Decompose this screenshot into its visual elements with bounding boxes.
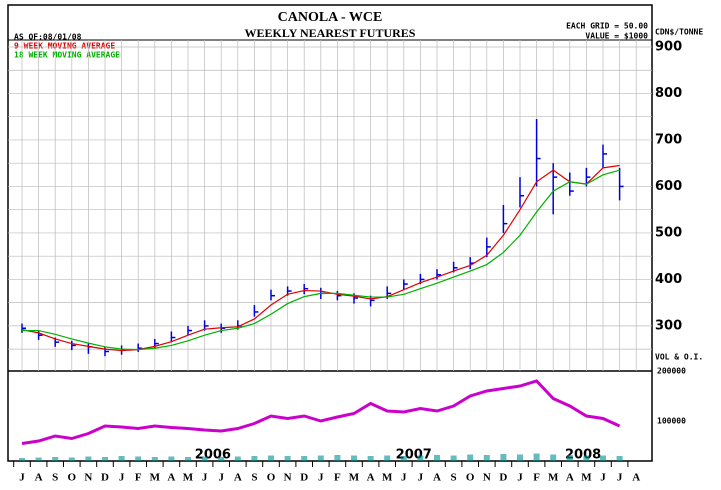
- volume-bar: [118, 456, 125, 461]
- volume-bar: [185, 457, 191, 461]
- x-tick-label: M: [548, 472, 559, 484]
- x-tick-label: O: [466, 472, 475, 484]
- volume-bar: [500, 454, 507, 461]
- y2-tick-label: 200000: [657, 367, 686, 376]
- x-tick-label: J: [119, 472, 125, 484]
- volume-bar: [367, 456, 374, 461]
- volume-bar: [467, 454, 474, 461]
- x-tick-label: M: [581, 472, 592, 484]
- x-tick-label: A: [433, 472, 441, 484]
- volume-bar: [168, 456, 175, 461]
- x-tick-label: N: [483, 472, 491, 484]
- y-tick-label: 300: [655, 318, 682, 333]
- x-tick-label: F: [135, 472, 142, 484]
- volume-bar: [600, 455, 606, 461]
- as-of: AS OF:08/01/08: [14, 33, 82, 42]
- moving-average-line: [21, 164, 620, 352]
- x-tick-label: A: [167, 472, 175, 484]
- x-tick-label: S: [251, 472, 257, 484]
- volume-bar: [351, 455, 357, 461]
- x-tick-label: J: [600, 472, 606, 484]
- moving-average-line: [22, 169, 620, 351]
- x-tick-label: A: [632, 472, 640, 484]
- x-tick-label: F: [334, 472, 341, 484]
- legend-entry: 9 WEEK MOVING AVERAGE: [14, 42, 115, 51]
- x-tick-label: J: [202, 472, 208, 484]
- volume-bar: [483, 455, 490, 461]
- volume-bar: [151, 457, 158, 461]
- x-tick-label: M: [183, 472, 194, 484]
- volume-bar: [384, 455, 391, 461]
- x-tick-label: M: [382, 472, 393, 484]
- x-tick-label: D: [499, 472, 507, 484]
- y-tick-label: 700: [655, 132, 682, 147]
- x-tick-label: J: [401, 472, 407, 484]
- year-label: 2006: [195, 448, 231, 463]
- volume-bar: [19, 458, 25, 461]
- volume-bar: [334, 455, 341, 461]
- volume-bar: [583, 455, 590, 461]
- volume-bar: [218, 457, 225, 461]
- x-tick-label: A: [367, 472, 375, 484]
- volume-bar: [301, 456, 308, 461]
- chart-subtitle: WEEKLY NEAREST FUTURES: [245, 26, 416, 40]
- volume-bar: [417, 455, 424, 461]
- x-tick-label: M: [150, 472, 161, 484]
- x-tick-label: A: [234, 472, 242, 484]
- x-tick-label: S: [451, 472, 457, 484]
- x-tick-label: N: [84, 472, 92, 484]
- x-tick-label: J: [218, 472, 224, 484]
- grid-note: EACH GRID = 50.00: [566, 22, 648, 31]
- x-tick-label: N: [284, 472, 292, 484]
- volume-bar: [616, 456, 623, 461]
- value-note: VALUE = $1000: [585, 32, 648, 41]
- y-axis-label: CDN$/TONNE: [655, 28, 703, 37]
- x-tick-label: J: [418, 472, 424, 484]
- year-label: 2008: [565, 448, 601, 463]
- x-tick-label: S: [52, 472, 58, 484]
- x-tick-label: M: [349, 472, 360, 484]
- volume-bar: [135, 456, 142, 461]
- x-tick-label: O: [267, 472, 276, 484]
- x-tick-label: A: [35, 472, 43, 484]
- volume-bar: [85, 456, 92, 461]
- y-tick-label: 500: [655, 225, 682, 240]
- y-tick-label: 900: [655, 39, 682, 54]
- x-tick-label: J: [318, 472, 324, 484]
- volume-bar: [52, 457, 59, 461]
- x-tick-label: O: [68, 472, 77, 484]
- legend-entry: 18 WEEK MOVING AVERAGE: [14, 51, 120, 60]
- y-tick-label: 600: [655, 179, 682, 194]
- x-tick-label: J: [617, 472, 623, 484]
- volume-bar: [566, 455, 573, 461]
- x-tick-label: J: [19, 472, 25, 484]
- y-tick-label: 800: [655, 86, 682, 101]
- volume-bar: [434, 455, 440, 461]
- volume-bar: [533, 453, 540, 461]
- x-tick-label: A: [566, 472, 574, 484]
- volume-bar: [35, 457, 42, 461]
- volume-bar: [251, 456, 258, 461]
- volume-bar: [268, 455, 274, 461]
- volume-bar: [102, 457, 108, 461]
- lower-label: VOL & O.I.: [655, 353, 703, 362]
- volume-bar: [550, 454, 557, 461]
- x-tick-label: D: [300, 472, 308, 484]
- x-tick-label: F: [533, 472, 540, 484]
- volume-bar: [317, 455, 324, 461]
- open-interest-line: [21, 379, 621, 445]
- y-tick-label: 400: [655, 272, 682, 287]
- volume-bar: [284, 456, 291, 461]
- volume-bar: [450, 455, 457, 461]
- chart-title: CANOLA - WCE: [278, 10, 383, 25]
- volume-bar: [400, 456, 407, 461]
- volume-bar: [201, 456, 208, 461]
- volume-bar: [68, 457, 75, 461]
- y2-tick-label: 100000: [657, 417, 686, 426]
- x-tick-label: D: [101, 472, 109, 484]
- volume-bar: [234, 456, 241, 461]
- x-tick-label: J: [517, 472, 523, 484]
- volume-bar: [517, 454, 523, 461]
